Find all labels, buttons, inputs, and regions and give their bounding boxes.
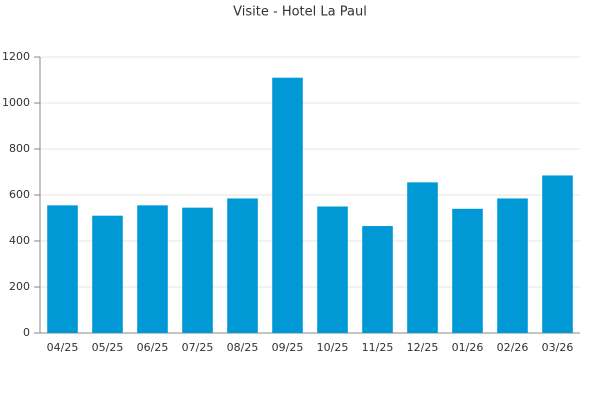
y-tick-label: 600 [9, 188, 30, 201]
x-tick-label: 11/25 [362, 341, 394, 354]
x-tick-label: 12/25 [407, 341, 439, 354]
bar [497, 198, 528, 333]
chart-title: Visite - Hotel La Paul [233, 5, 367, 20]
x-tick-label: 02/26 [497, 341, 529, 354]
bar [47, 205, 78, 333]
y-tick-label: 800 [9, 142, 30, 155]
bar [452, 208, 483, 333]
x-tick-label: 06/25 [137, 341, 169, 354]
bar [227, 198, 258, 333]
bar [182, 207, 213, 333]
bar [137, 205, 168, 333]
x-tick-label: 03/26 [542, 341, 574, 354]
x-tick-label: 01/26 [452, 341, 484, 354]
y-tick-label: 400 [9, 234, 30, 247]
y-tick-label: 0 [23, 326, 30, 339]
x-tick-label: 09/25 [272, 341, 304, 354]
bar [362, 226, 393, 333]
x-tick-label: 08/25 [227, 341, 259, 354]
y-tick-label: 200 [9, 280, 30, 293]
y-tick-label: 1000 [2, 96, 30, 109]
bar [407, 182, 438, 333]
x-tick-label: 10/25 [317, 341, 349, 354]
bar [272, 77, 303, 333]
x-tick-label: 04/25 [47, 341, 79, 354]
x-tick-label: 07/25 [182, 341, 214, 354]
bar [317, 206, 348, 333]
x-tick-label: 05/25 [92, 341, 124, 354]
bar [92, 215, 123, 333]
y-tick-label: 1200 [2, 50, 30, 63]
bar [542, 175, 573, 333]
